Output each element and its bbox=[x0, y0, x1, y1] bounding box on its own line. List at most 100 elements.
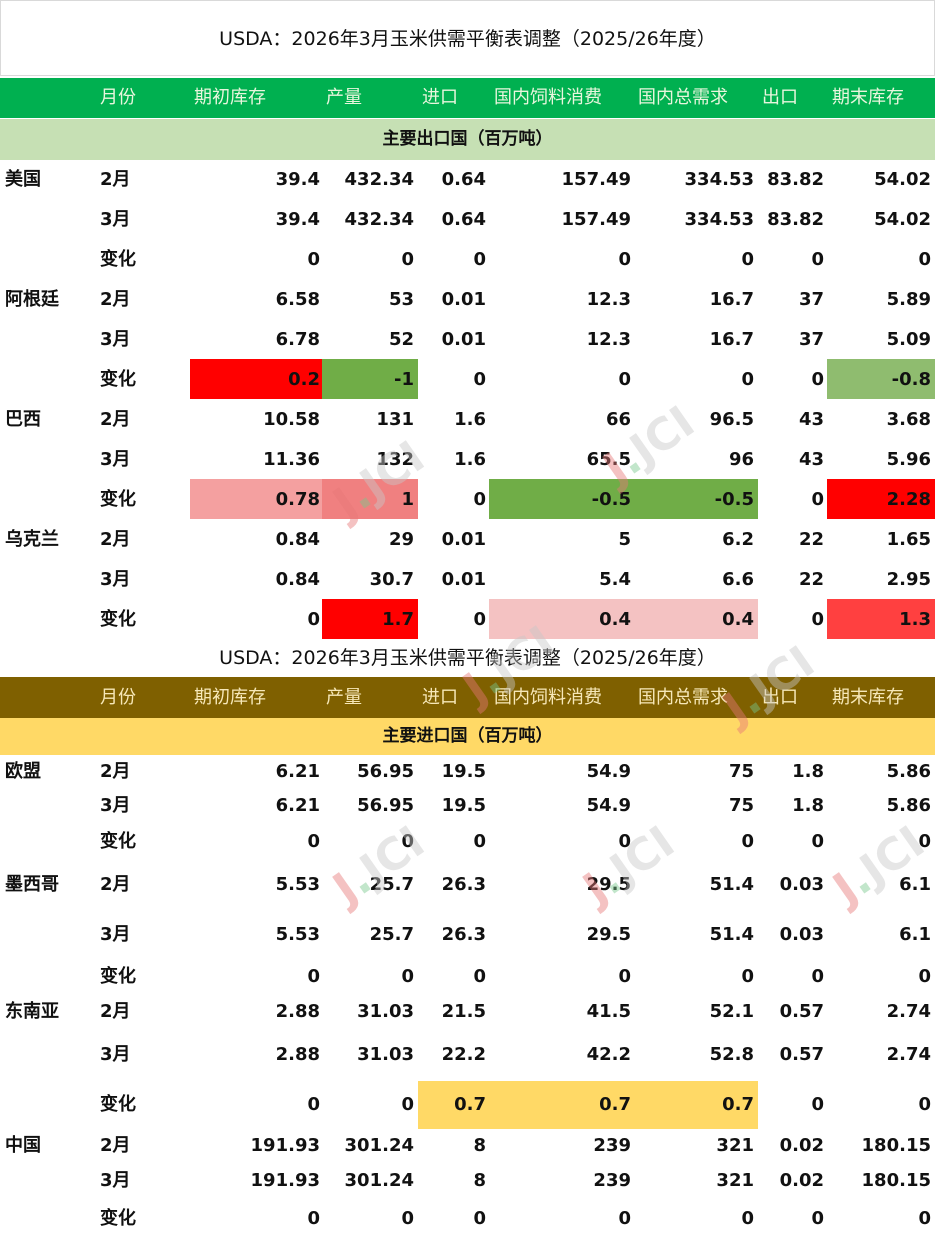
table-cell: 0.64 bbox=[441, 209, 486, 230]
table-cell: 75 bbox=[728, 761, 754, 782]
table-cell: 0 bbox=[918, 966, 931, 987]
table-cell: 0.64 bbox=[441, 169, 486, 190]
table-cell: 2.74 bbox=[886, 1001, 931, 1022]
table-cell: 1.6 bbox=[454, 409, 486, 430]
table-cell: 0 bbox=[473, 249, 486, 270]
table-cell: 41.5 bbox=[586, 1001, 631, 1022]
table-cell: 191.93 bbox=[250, 1170, 320, 1191]
table-cell: 83.82 bbox=[767, 209, 824, 230]
table-cell: 16.7 bbox=[709, 329, 754, 350]
table-cell: 180.15 bbox=[861, 1135, 931, 1156]
table-cell: 53 bbox=[388, 289, 414, 310]
table-cell: 157.49 bbox=[561, 209, 631, 230]
table-cell: 6.1 bbox=[899, 924, 931, 945]
table-cell: 5.53 bbox=[275, 874, 320, 895]
country-label: 巴西 bbox=[5, 409, 41, 430]
month-label: 2月 bbox=[100, 529, 131, 550]
table-cell: 5.53 bbox=[275, 924, 320, 945]
table-cell: 6.58 bbox=[275, 289, 320, 310]
table-cell: 37 bbox=[798, 289, 824, 310]
country-label: 阿根廷 bbox=[5, 289, 59, 310]
table-title-exporters: USDA：2026年3月玉米供需平衡表调整（2025/26年度） bbox=[0, 0, 935, 76]
table-cell: 29 bbox=[388, 529, 414, 550]
table-cell: 301.24 bbox=[344, 1135, 414, 1156]
table-cell: 31.03 bbox=[357, 1001, 414, 1022]
table-cell: 83.82 bbox=[767, 169, 824, 190]
table-cell: 0 bbox=[473, 1208, 486, 1229]
table-cell: 1.8 bbox=[792, 795, 824, 816]
table-cell: 157.49 bbox=[561, 169, 631, 190]
table-cell: 39.4 bbox=[275, 169, 320, 190]
header-beginning-stocks: 期初库存 bbox=[194, 687, 266, 708]
table-cell: 301.24 bbox=[344, 1170, 414, 1191]
country-label: 乌克兰 bbox=[5, 529, 59, 550]
table-cell: 52.1 bbox=[709, 1001, 754, 1022]
table-cell: 0 bbox=[741, 1208, 754, 1229]
country-label: 欧盟 bbox=[5, 761, 41, 782]
header-month: 月份 bbox=[100, 687, 136, 708]
country-label: 中国 bbox=[5, 1135, 41, 1156]
table-cell: 0.57 bbox=[779, 1001, 824, 1022]
country-label: 东南亚 bbox=[5, 1001, 59, 1022]
table-cell: 12.3 bbox=[586, 289, 631, 310]
table-cell: 54.02 bbox=[874, 169, 931, 190]
table-cell: 321 bbox=[716, 1170, 754, 1191]
table-cell: 16.7 bbox=[709, 289, 754, 310]
highlight-argentina-ending bbox=[827, 359, 935, 399]
table-cell: 0.4 bbox=[599, 609, 631, 630]
table-cell: 37 bbox=[798, 329, 824, 350]
table-cell: 26.3 bbox=[441, 874, 486, 895]
highlight-ukraine-production bbox=[322, 599, 418, 639]
table-cell: 6.78 bbox=[275, 329, 320, 350]
table-cell: 56.95 bbox=[357, 795, 414, 816]
table-cell: 0 bbox=[307, 609, 320, 630]
header-production: 产量 bbox=[326, 87, 362, 108]
table-cell: 22 bbox=[798, 529, 824, 550]
month-label: 3月 bbox=[100, 1044, 131, 1065]
table-cell: 0 bbox=[473, 489, 486, 510]
month-label: 3月 bbox=[100, 924, 131, 945]
table-cell: 0 bbox=[741, 831, 754, 852]
table-cell: 0.7 bbox=[599, 1094, 631, 1115]
table-cell: 0 bbox=[811, 489, 824, 510]
table-cell: 0 bbox=[741, 249, 754, 270]
table-cell: 39.4 bbox=[275, 209, 320, 230]
month-label: 变化 bbox=[100, 831, 136, 852]
highlight-brazil-production bbox=[322, 479, 418, 519]
country-label: 美国 bbox=[5, 169, 41, 190]
month-label: 2月 bbox=[100, 169, 131, 190]
table-cell: 42.2 bbox=[586, 1044, 631, 1065]
table-cell: 131 bbox=[376, 409, 414, 430]
table-cell: 0 bbox=[401, 249, 414, 270]
table-cell: 0 bbox=[401, 1094, 414, 1115]
table-cell: -0.8 bbox=[891, 369, 931, 390]
table-cell: 19.5 bbox=[441, 761, 486, 782]
table-cell: 0.01 bbox=[441, 569, 486, 590]
month-label: 变化 bbox=[100, 369, 136, 390]
month-label: 2月 bbox=[100, 761, 131, 782]
table-cell: 0 bbox=[918, 249, 931, 270]
highlight-ukraine-demand bbox=[635, 599, 758, 639]
table-cell: 96.5 bbox=[709, 409, 754, 430]
table-cell: 0.01 bbox=[441, 529, 486, 550]
table-cell: 75 bbox=[728, 795, 754, 816]
table-cell: 334.53 bbox=[684, 209, 754, 230]
table-cell: 0 bbox=[811, 369, 824, 390]
table-cell: 0 bbox=[918, 831, 931, 852]
table-cell: 0.57 bbox=[779, 1044, 824, 1065]
table-cell: 52.8 bbox=[709, 1044, 754, 1065]
header-feed-consumption: 国内饲料消费 bbox=[494, 687, 602, 708]
table-cell: 0 bbox=[918, 1094, 931, 1115]
table-cell: 21.5 bbox=[441, 1001, 486, 1022]
month-label: 2月 bbox=[100, 874, 131, 895]
month-label: 变化 bbox=[100, 966, 136, 987]
table-cell: 0 bbox=[741, 966, 754, 987]
table-cell: 180.15 bbox=[861, 1170, 931, 1191]
table-cell: 52 bbox=[388, 329, 414, 350]
table-cell: 5.96 bbox=[886, 449, 931, 470]
table-cell: 31.03 bbox=[357, 1044, 414, 1065]
table-cell: 5.89 bbox=[886, 289, 931, 310]
month-label: 变化 bbox=[100, 489, 136, 510]
header-feed-consumption: 国内饲料消费 bbox=[494, 87, 602, 108]
table-cell: 0 bbox=[741, 369, 754, 390]
